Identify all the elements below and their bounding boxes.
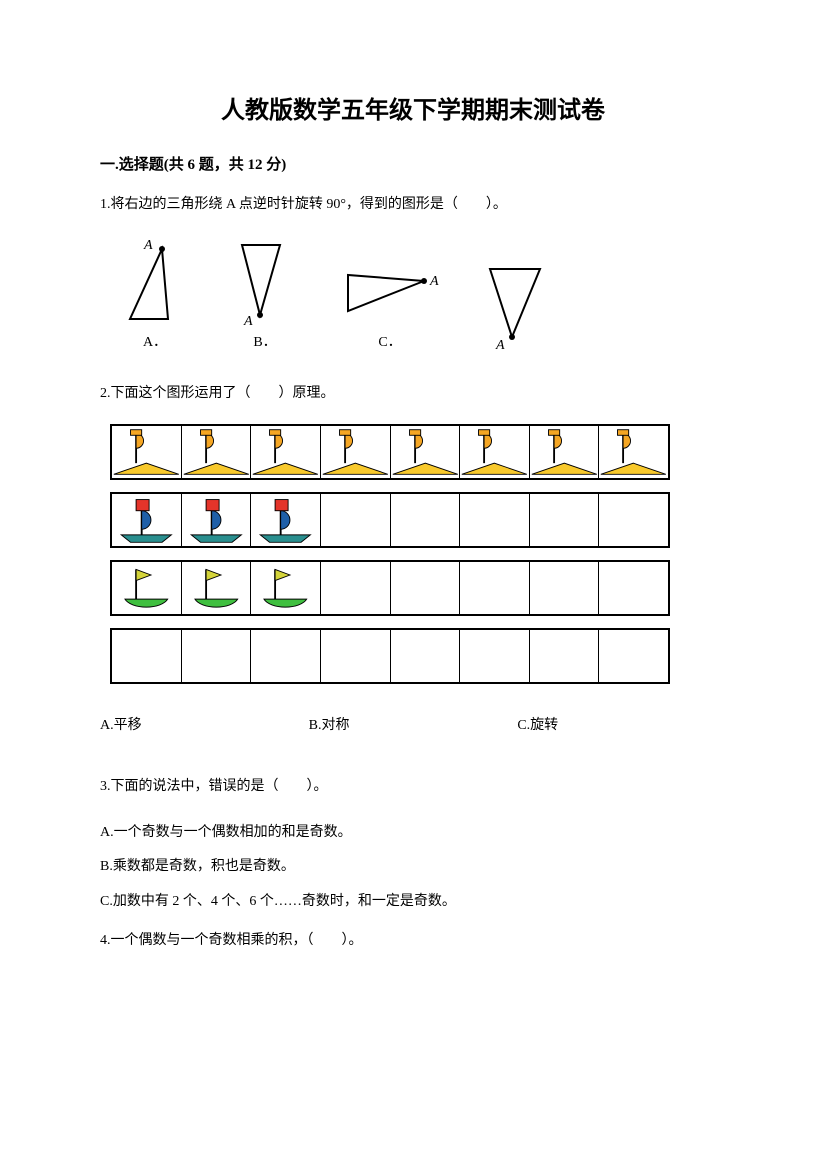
triangle-c-icon: A [340, 267, 440, 327]
pattern-row-2 [110, 492, 670, 548]
page-title: 人教版数学五年级下学期期末测试卷 [100, 90, 726, 125]
q3-option-b[interactable]: B.乘数都是奇数，积也是奇数。 [100, 852, 726, 883]
svg-text:A: A [143, 238, 153, 253]
svg-text:A: A [243, 314, 253, 327]
svg-text:A: A [495, 338, 505, 351]
q1-option-b[interactable]: A B． [230, 237, 300, 351]
q1-option-a[interactable]: A A． [120, 237, 190, 351]
q1-ref-figure: A [480, 261, 560, 351]
svg-text:A: A [429, 274, 439, 289]
option-label: C． [378, 331, 401, 351]
triangle-ref-icon: A [480, 261, 560, 351]
pattern-row-4 [110, 628, 670, 684]
question-4: 4.一个偶数与一个奇数相乘的积，（ ）。 [100, 928, 726, 953]
q1-option-c[interactable]: A C． [340, 267, 440, 351]
pattern-row-1 [110, 424, 670, 480]
question-3: 3.下面的说法中，错误的是（ ）。 [100, 774, 726, 799]
pattern-row-3 [110, 560, 670, 616]
question-1: 1.将右边的三角形绕 A 点逆时针旋转 90°，得到的图形是（ ）。 [100, 192, 726, 217]
q3-option-c[interactable]: C.加数中有 2 个、4 个、6 个……奇数时，和一定是奇数。 [100, 887, 726, 918]
q2-option-c[interactable]: C.旋转 [517, 714, 726, 734]
option-label: A． [143, 331, 167, 351]
option-label: B． [253, 331, 276, 351]
question-2: 2.下面这个图形运用了（ ）原理。 [100, 381, 726, 406]
q2-options: A.平移 B.对称 C.旋转 [100, 714, 726, 734]
q3-option-a[interactable]: A.一个奇数与一个偶数相加的和是奇数。 [100, 818, 726, 849]
section-header: 一.选择题(共 6 题，共 12 分) [100, 153, 726, 174]
q1-figures: A A． A B． A C． A [120, 237, 726, 351]
q2-option-b[interactable]: B.对称 [309, 714, 518, 734]
triangle-b-icon: A [230, 237, 300, 327]
q2-option-a[interactable]: A.平移 [100, 714, 309, 734]
triangle-a-icon: A [120, 237, 190, 327]
